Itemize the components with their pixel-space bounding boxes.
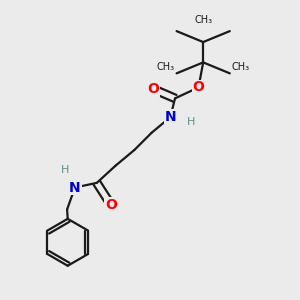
Text: H: H: [61, 165, 70, 175]
Text: CH₃: CH₃: [231, 62, 250, 72]
Text: N: N: [69, 181, 81, 194]
Text: CH₃: CH₃: [194, 15, 212, 25]
Text: CH₃: CH₃: [157, 62, 175, 72]
Text: O: O: [193, 80, 204, 94]
Text: O: O: [105, 198, 117, 212]
Text: N: N: [164, 110, 176, 124]
Text: O: O: [147, 82, 159, 96]
Text: H: H: [187, 117, 195, 127]
